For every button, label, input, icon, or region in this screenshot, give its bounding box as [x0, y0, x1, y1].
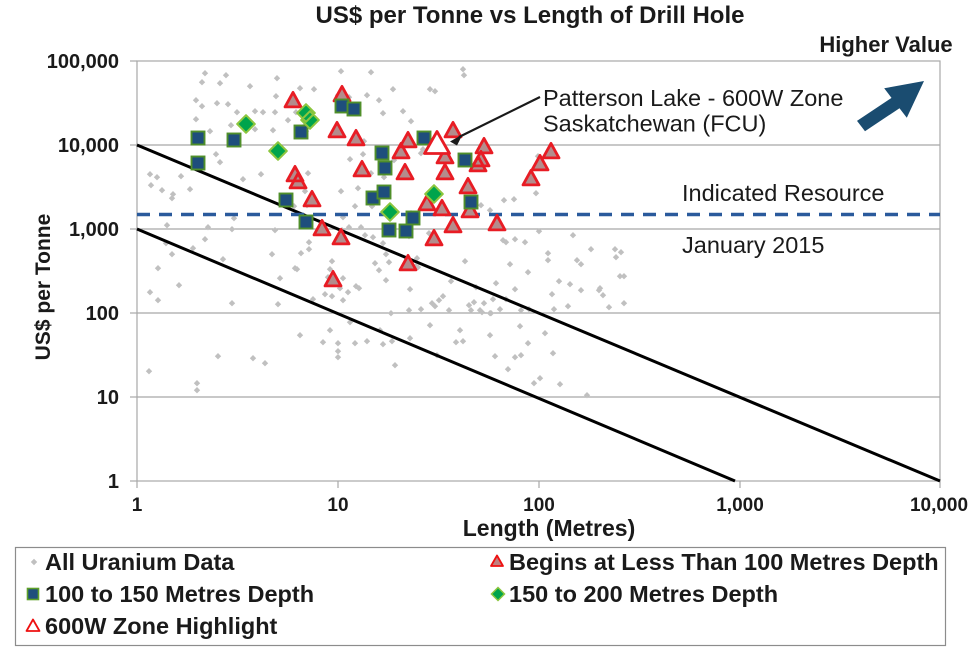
svg-text:Higher Value: Higher Value [819, 32, 952, 57]
svg-text:150 to 200 Metres Depth: 150 to 200 Metres Depth [509, 581, 778, 607]
svg-text:10,000: 10,000 [58, 135, 119, 157]
svg-text:100: 100 [86, 303, 119, 325]
svg-text:100,000: 100,000 [47, 51, 119, 73]
svg-text:10: 10 [97, 387, 119, 409]
svg-text:600W Zone Highlight: 600W Zone Highlight [45, 613, 278, 639]
svg-text:Begins at Less Than 100 Metres: Begins at Less Than 100 Metres Depth [509, 549, 939, 575]
svg-text:1,000: 1,000 [69, 219, 119, 241]
svg-text:Saskatchewan (FCU): Saskatchewan (FCU) [543, 111, 766, 137]
svg-text:All Uranium Data: All Uranium Data [45, 549, 235, 575]
svg-text:January 2015: January 2015 [682, 232, 824, 258]
svg-text:Indicated Resource: Indicated Resource [682, 180, 884, 206]
svg-text:1,000: 1,000 [716, 495, 764, 516]
svg-text:Patterson Lake - 600W Zone: Patterson Lake - 600W Zone [543, 85, 843, 111]
svg-text:1: 1 [132, 495, 143, 516]
svg-text:10: 10 [327, 495, 348, 516]
svg-text:1: 1 [108, 471, 119, 493]
svg-text:100 to 150 Metres Depth: 100 to 150 Metres Depth [45, 581, 314, 607]
svg-text:US$ per Tonne: US$ per Tonne [32, 214, 55, 361]
svg-text:Length (Metres): Length (Metres) [463, 515, 636, 541]
svg-text:100: 100 [523, 495, 555, 516]
svg-text:10,000: 10,000 [910, 495, 968, 516]
svg-text:US$ per Tonne vs Length of Dri: US$ per Tonne vs Length of Drill Hole [316, 2, 745, 29]
